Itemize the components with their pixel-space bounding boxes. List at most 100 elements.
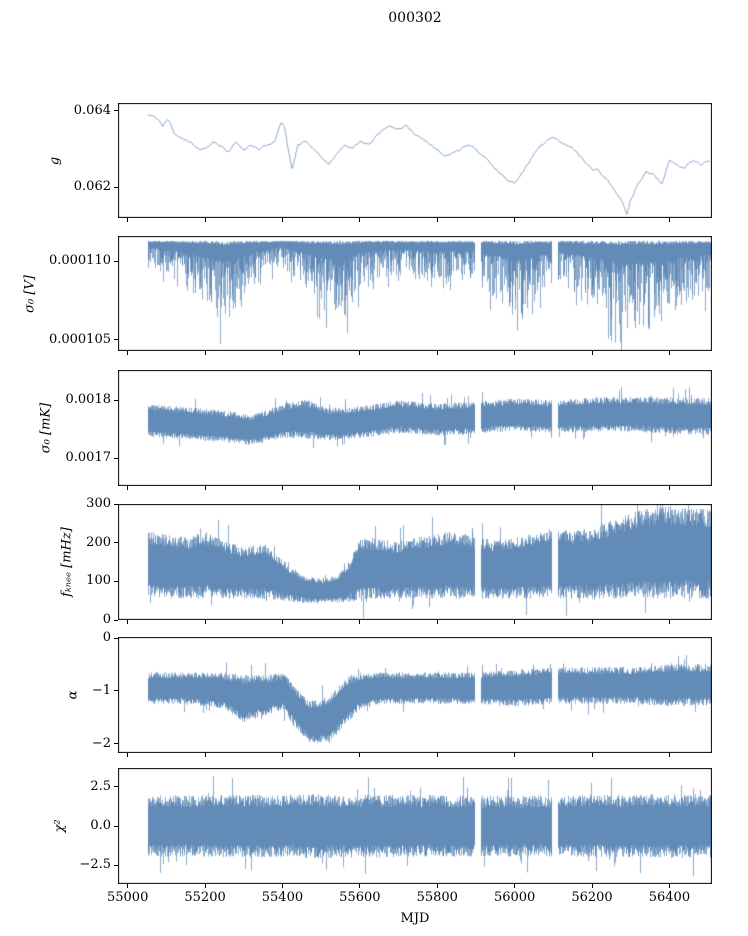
y-tick-mark [114,339,118,341]
panel-alpha: α [66,637,712,753]
y-tick-label: 0.0017 [65,450,112,466]
y-tick-mark [114,260,118,262]
x-tick-mark [514,218,516,222]
figure-title: 000302 [388,10,442,26]
x-axis-label: MJD [400,911,430,926]
x-tick-mark [204,753,206,757]
y-tick-mark [114,580,118,582]
x-tick-label: 56000 [493,890,536,905]
x-tick-mark [359,753,361,757]
plot-canvas-chi2 [118,768,712,884]
y-tick-mark [114,542,118,544]
x-tick-mark [127,620,129,624]
x-tick-mark [359,486,361,490]
x-tick-mark [127,753,129,757]
x-tick-mark [591,218,593,222]
y-tick-label: 2.5 [90,778,111,794]
x-tick-mark [204,486,206,490]
x-tick-mark [514,620,516,624]
x-tick-mark [514,753,516,757]
x-tick-mark [668,753,670,757]
plot-canvas-sigma0-v [118,236,712,351]
x-tick-label: 56200 [571,890,613,905]
x-tick-mark [591,351,593,355]
panel-sigma0-mk: σ₀ [mK] [39,370,712,486]
y-tick-mark [114,864,118,866]
x-tick-mark [359,351,361,355]
y-tick-label: 0 [102,612,111,627]
x-tick-mark [359,884,361,888]
y-tick-label: 0.000105 [48,331,111,347]
x-tick-label: 55000 [106,890,149,905]
x-tick-mark [436,753,438,757]
x-tick-mark [436,486,438,490]
plot-canvas-g [118,103,712,218]
x-tick-mark [281,351,283,355]
x-tick-mark [591,884,593,888]
x-tick-mark [359,620,361,624]
x-tick-mark [668,620,670,624]
y-tick-mark [114,690,118,692]
y-tick-label: −2.5 [79,857,111,873]
y-tick-label: 200 [86,534,111,550]
x-tick-mark [127,486,129,490]
x-tick-mark [204,884,206,888]
y-axis-label-sigma0-v: σ₀ [V] [22,274,38,313]
x-tick-mark [436,884,438,888]
y-tick-label: −1 [91,682,111,698]
x-tick-mark [281,753,283,757]
y-tick-mark [114,110,118,112]
x-tick-mark [591,620,593,624]
x-tick-mark [514,351,516,355]
x-tick-mark [281,620,283,624]
panel-fknee: fₖₙₑₑ [mHz] [60,504,712,620]
y-tick-label: 0 [102,630,111,646]
x-tick-mark [127,351,129,355]
x-tick-label: 55200 [184,890,226,905]
y-tick-mark [114,825,118,827]
x-tick-label: 56400 [648,890,691,905]
x-tick-mark [127,218,129,222]
y-tick-label: −2 [91,735,111,751]
panel-g: g [48,103,712,218]
x-tick-mark [204,218,206,222]
y-tick-mark [114,457,118,459]
y-tick-label: 0.000110 [48,253,111,269]
y-axis-label-sigma0-mk: σ₀ [mK] [38,402,54,454]
y-tick-mark [114,186,118,188]
y-tick-label: 0.0 [90,818,111,833]
x-tick-label: 55800 [416,890,458,905]
plot-canvas-alpha [118,637,712,753]
y-tick-mark [114,743,118,744]
x-tick-mark [281,884,283,888]
x-tick-mark [591,753,593,757]
x-tick-mark [204,620,206,624]
x-tick-mark [436,218,438,222]
y-tick-label: 0.0018 [65,392,112,408]
x-tick-mark [359,218,361,222]
x-tick-mark [127,884,129,888]
plot-canvas-fknee [118,504,712,620]
x-tick-mark [668,486,670,490]
y-tick-mark [114,399,118,401]
panel-sigma0-v: σ₀ [V] [23,236,712,351]
x-tick-mark [668,218,670,222]
y-tick-label: 0.064 [73,102,111,118]
y-tick-mark [114,637,118,639]
x-tick-label: 55400 [261,890,304,905]
panel-chi2: χ² [53,768,712,884]
x-tick-label: 55600 [339,890,381,905]
plot-canvas-sigma0-mk [118,370,712,486]
y-tick-mark [114,503,118,505]
x-tick-mark [514,486,516,490]
y-tick-label: 0.062 [73,179,111,195]
x-tick-mark [281,218,283,222]
y-tick-mark [114,619,118,621]
x-tick-mark [204,351,206,355]
x-tick-mark [668,884,670,888]
y-tick-label: 300 [86,496,111,511]
x-tick-mark [591,486,593,490]
x-tick-mark [668,351,670,355]
x-tick-mark [281,486,283,490]
